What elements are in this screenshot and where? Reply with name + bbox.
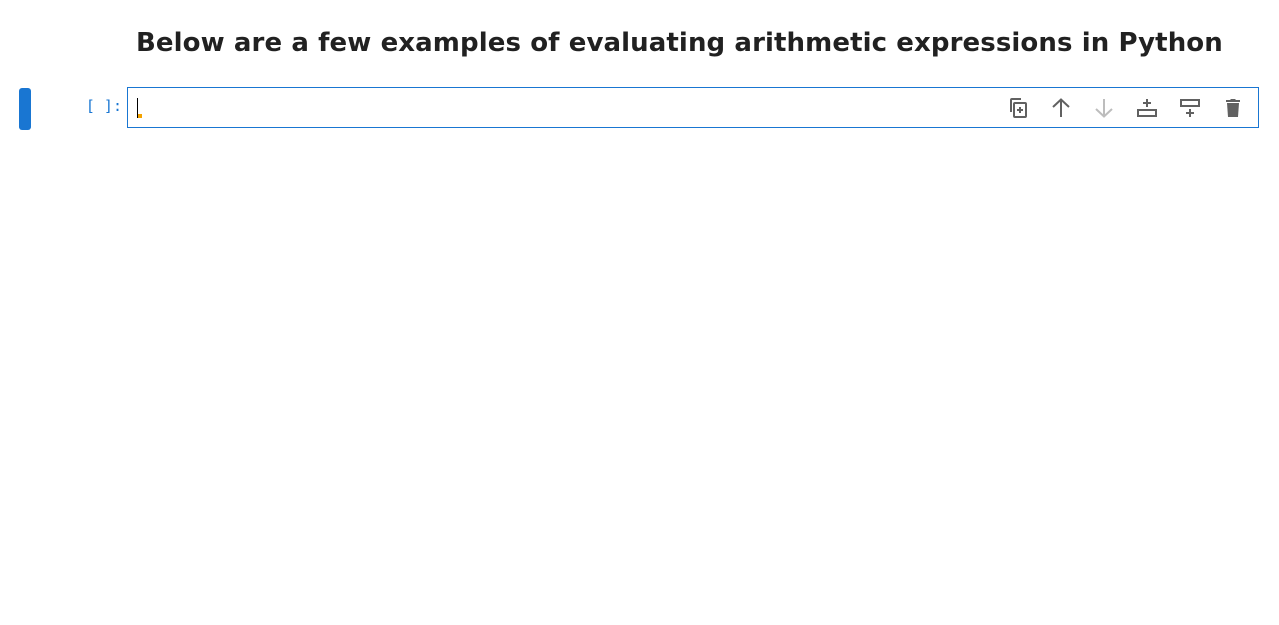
move-up-button[interactable] — [1039, 92, 1082, 124]
move-down-icon — [1094, 99, 1113, 118]
move-down-button[interactable] — [1082, 92, 1125, 124]
cell-toolbar — [996, 92, 1254, 124]
code-cell-editor[interactable] — [127, 87, 1259, 128]
delete-cell-button[interactable] — [1211, 92, 1254, 124]
markdown-cell-heading: Below are a few examples of evaluating a… — [136, 28, 1223, 58]
code-input[interactable] — [134, 92, 994, 123]
delete-icon — [1225, 99, 1240, 117]
text-caret — [137, 98, 138, 118]
move-up-icon — [1051, 98, 1070, 117]
insert-above-icon — [1136, 99, 1157, 117]
duplicate-cell-button[interactable] — [996, 92, 1039, 124]
insert-below-button[interactable] — [1168, 92, 1211, 124]
insert-above-button[interactable] — [1125, 92, 1168, 124]
duplicate-icon — [1009, 98, 1027, 118]
insert-below-icon — [1179, 99, 1200, 117]
cell-prompt: [ ]: — [85, 97, 122, 115]
caret-marker — [138, 114, 142, 118]
active-cell-indicator[interactable] — [19, 88, 31, 130]
